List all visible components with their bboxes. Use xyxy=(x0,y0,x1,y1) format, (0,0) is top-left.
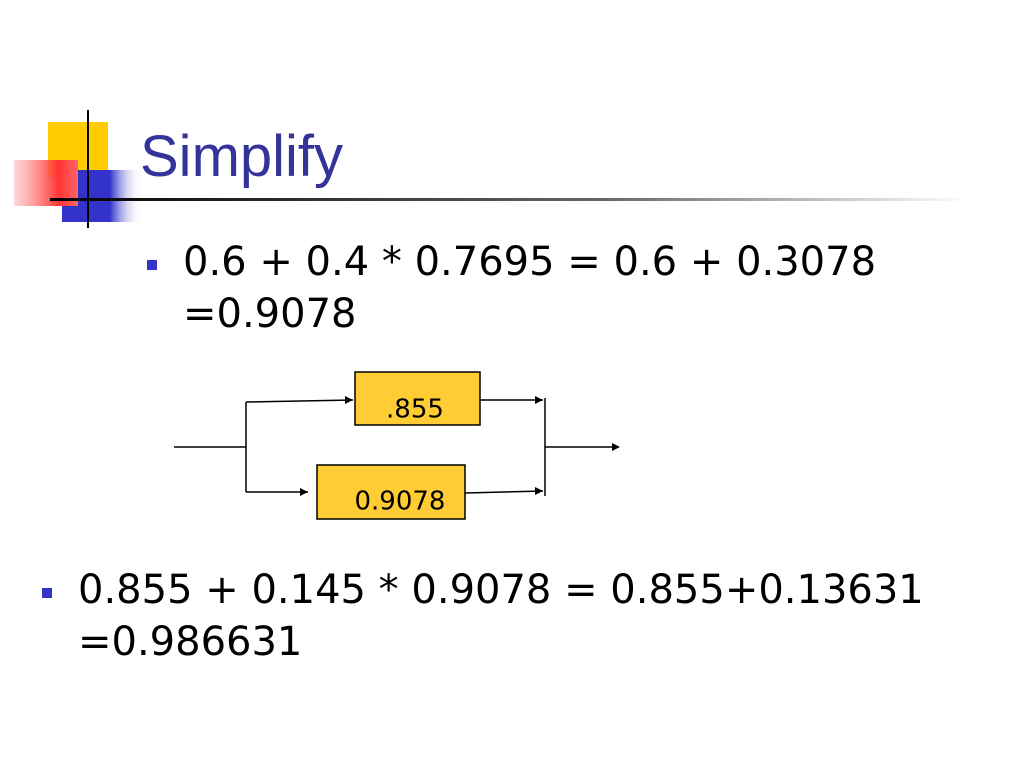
bullet-marker xyxy=(147,260,157,270)
slide-title: Simplify xyxy=(140,124,344,189)
bullet-item: 0.6 + 0.4 * 0.7695 = 0.6 + 0.3078 =0.907… xyxy=(147,236,943,340)
node-label: 0.9078 xyxy=(355,487,446,517)
diagram xyxy=(174,371,620,520)
title-rule xyxy=(50,198,970,201)
bullet-text: 0.855 + 0.145 * 0.9078 = 0.855+0.13631 =… xyxy=(78,567,924,665)
bullet-item: 0.855 + 0.145 * 0.9078 = 0.855+0.13631 =… xyxy=(42,564,948,668)
bullet-text: 0.6 + 0.4 * 0.7695 = 0.6 + 0.3078 =0.907… xyxy=(183,239,877,337)
bullet-marker xyxy=(42,588,52,598)
node-label: .855 xyxy=(386,395,444,425)
